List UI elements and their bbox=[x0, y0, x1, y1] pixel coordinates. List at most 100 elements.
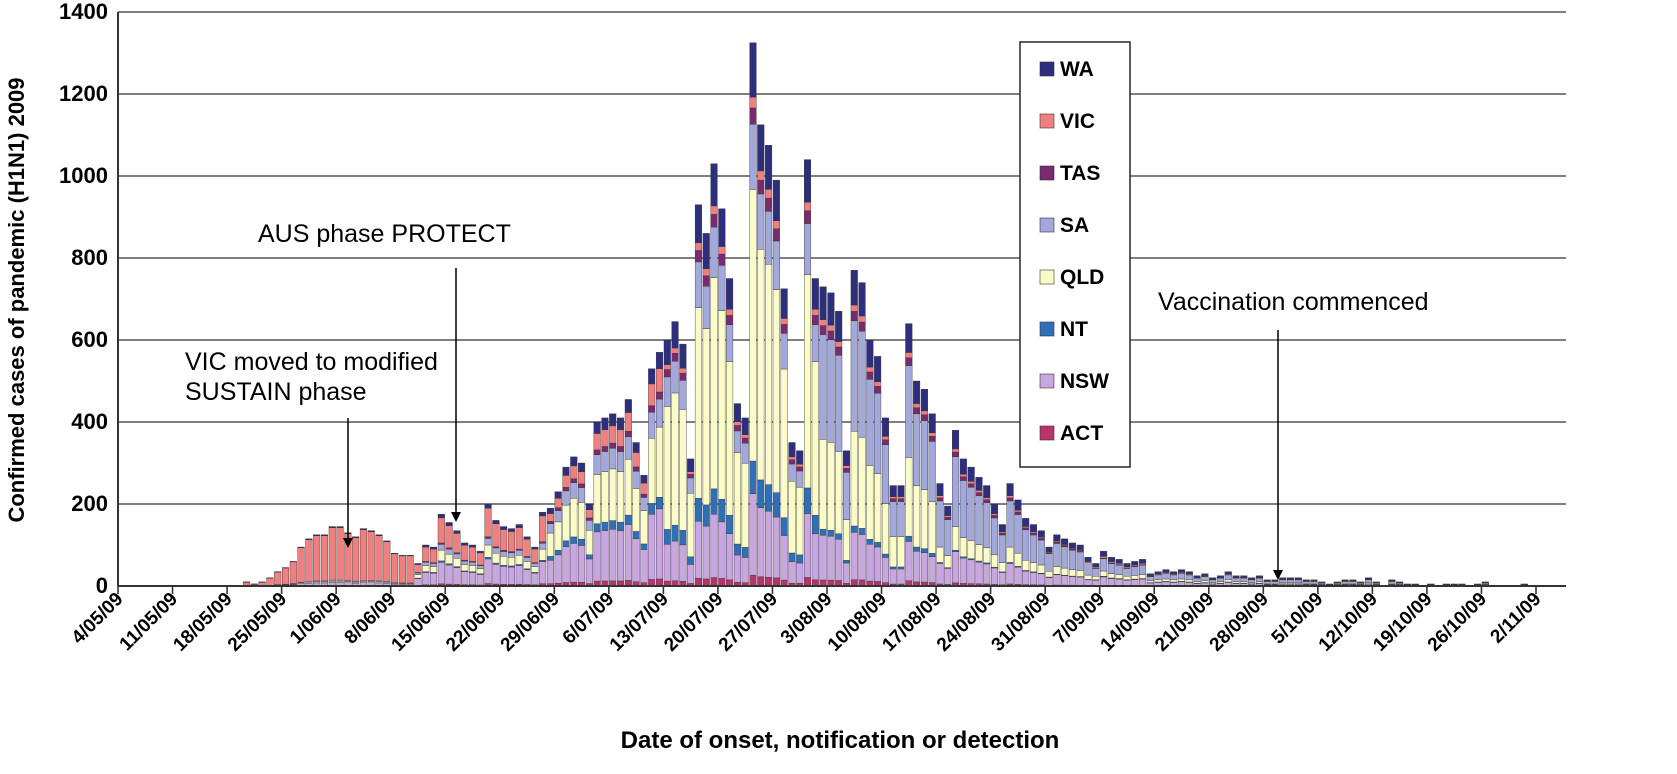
bar-segment-tas bbox=[1053, 541, 1061, 544]
bar-segment-wa bbox=[1216, 575, 1224, 578]
bar-stack bbox=[1053, 534, 1061, 587]
bar-segment-vic bbox=[796, 464, 804, 468]
y-tick-label: 600 bbox=[71, 327, 108, 352]
bar-segment-vic bbox=[952, 448, 960, 453]
bar-segment-sa bbox=[866, 379, 874, 466]
bar-segment-sa bbox=[1084, 561, 1092, 576]
bar-segment-wa bbox=[1193, 575, 1201, 578]
bar-segment-vic bbox=[476, 552, 484, 566]
bar-stack bbox=[655, 352, 664, 587]
bar-segment-wa bbox=[874, 356, 882, 382]
bar-segment-vic bbox=[609, 425, 617, 444]
bar-segment-qld bbox=[983, 547, 991, 564]
bar-segment-nsw bbox=[648, 514, 656, 580]
bar-stack bbox=[352, 536, 360, 587]
bar-segment-act bbox=[772, 577, 780, 587]
bar-segment-nsw bbox=[570, 543, 578, 583]
bar-segment-nt bbox=[539, 559, 547, 562]
bar-segment-wa bbox=[1388, 579, 1396, 581]
bar-segment-vic bbox=[578, 471, 586, 485]
bar-stack bbox=[796, 450, 804, 587]
bar-segment-vic bbox=[453, 533, 461, 553]
bar-segment-qld bbox=[655, 426, 664, 498]
bar-segment-sa bbox=[531, 563, 539, 567]
bar-segment-wa bbox=[1271, 579, 1279, 581]
bar-segment-qld bbox=[640, 510, 648, 545]
bar-segment-wa bbox=[297, 546, 305, 549]
legend-swatch-act bbox=[1039, 425, 1055, 441]
bar-segment-sa bbox=[476, 565, 484, 569]
bar-segment-vic bbox=[445, 525, 453, 549]
bar-stack bbox=[1255, 575, 1263, 587]
bar-segment-qld bbox=[967, 540, 975, 559]
bar-stack bbox=[718, 208, 726, 587]
bar-segment-sa bbox=[905, 365, 913, 458]
bar-segment-wa bbox=[500, 526, 508, 530]
bar-segment-sa bbox=[1255, 577, 1263, 582]
bar-segment-qld bbox=[959, 537, 967, 557]
bar-segment-qld bbox=[1084, 574, 1092, 580]
bar-segment-nsw bbox=[484, 558, 492, 584]
bar-segment-qld bbox=[1146, 580, 1154, 583]
bar-segment-nt bbox=[687, 556, 695, 565]
bar-stack bbox=[975, 477, 983, 587]
bar-segment-sa bbox=[998, 534, 1006, 563]
bar-segment-vic bbox=[788, 456, 796, 460]
x-tick-label: 26/10/09 bbox=[1424, 589, 1491, 656]
bar-segment-vic bbox=[679, 368, 687, 374]
bar-segment-sa bbox=[928, 441, 936, 502]
legend-label-sa: SA bbox=[1060, 214, 1089, 237]
bar-segment-nsw bbox=[1131, 579, 1139, 586]
bar-segment-wa bbox=[663, 339, 671, 365]
bar-segment-sa bbox=[640, 497, 648, 511]
bar-segment-wa bbox=[1177, 569, 1186, 573]
bar-segment-nsw bbox=[804, 513, 812, 578]
bar-segment-wa bbox=[1014, 499, 1022, 511]
bar-segment-wa bbox=[858, 282, 866, 317]
bar-stack bbox=[648, 368, 656, 587]
bar-segment-vic bbox=[406, 555, 414, 584]
bar-stack bbox=[1092, 563, 1100, 587]
bar-segment-nsw bbox=[842, 562, 850, 584]
bar-stack bbox=[367, 530, 375, 587]
bar-segment-nt bbox=[562, 540, 570, 547]
bar-segment-qld bbox=[430, 566, 438, 573]
bar-stack bbox=[476, 550, 484, 587]
bar-segment-wa bbox=[484, 503, 492, 509]
bar-segment-qld bbox=[928, 501, 936, 554]
bar-segment-vic bbox=[944, 515, 952, 518]
bar-segment-nt bbox=[624, 514, 632, 525]
bar-stack bbox=[1154, 571, 1162, 587]
bar-segment-vic bbox=[289, 561, 297, 584]
bar-stack bbox=[1131, 561, 1139, 587]
bar-segment-qld bbox=[1154, 579, 1162, 583]
bar-segment-wa bbox=[1115, 559, 1123, 564]
bar-segment-nsw bbox=[952, 551, 960, 584]
bar-segment-sa bbox=[1100, 558, 1108, 572]
bar-segment-vic bbox=[811, 309, 819, 316]
bar-segment-nsw bbox=[461, 571, 469, 585]
bar-segment-nsw bbox=[468, 572, 477, 585]
bar-segment-nsw bbox=[655, 508, 664, 580]
bar-segment-wa bbox=[1333, 581, 1341, 583]
bar-segment-tas bbox=[913, 407, 921, 414]
bar-segment-wa bbox=[554, 491, 562, 499]
bar-segment-tas bbox=[788, 459, 796, 465]
bar-segment-tas bbox=[796, 466, 804, 472]
bar-segment-sa bbox=[819, 334, 827, 440]
bar-segment-nt bbox=[578, 539, 586, 546]
bar-stack bbox=[484, 503, 492, 587]
bar-segment-qld bbox=[1131, 575, 1139, 580]
bar-segment-tas bbox=[655, 391, 664, 400]
bar-segment-nsw bbox=[858, 534, 866, 581]
bar-segment-qld bbox=[952, 526, 960, 551]
bar-segment-sa bbox=[1162, 573, 1170, 580]
bar-segment-nt bbox=[546, 556, 554, 561]
bar-segment-sa bbox=[694, 261, 702, 308]
bar-segment-sa bbox=[1154, 574, 1162, 581]
bar-stack bbox=[710, 163, 718, 587]
bar-stack bbox=[507, 528, 515, 587]
bar-segment-nsw bbox=[476, 574, 484, 586]
bar-segment-vic bbox=[500, 529, 508, 551]
bar-segment-vic bbox=[765, 189, 773, 199]
